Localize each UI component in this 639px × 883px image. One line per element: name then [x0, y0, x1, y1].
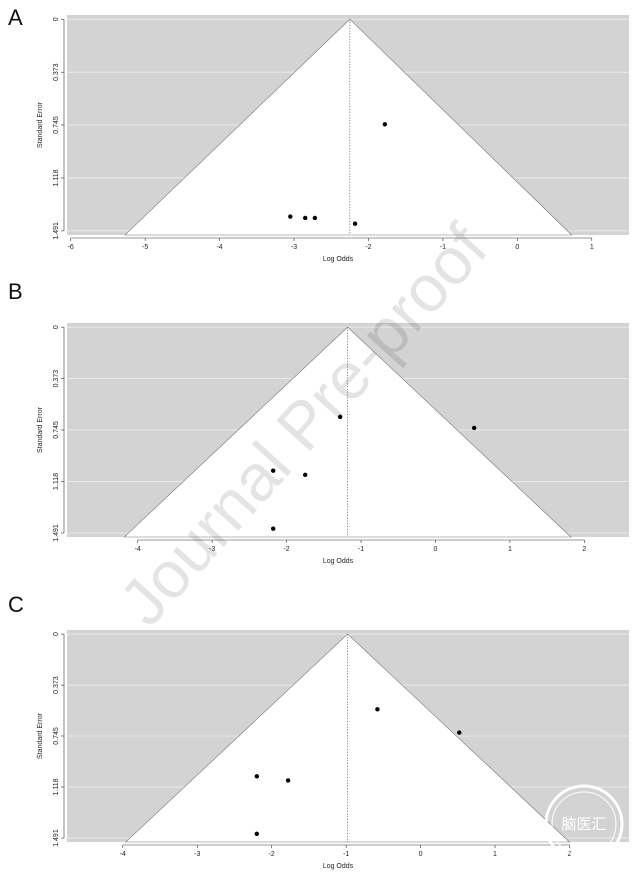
- x-tick-label: -4: [216, 244, 222, 251]
- logo-text: 脑医汇: [561, 815, 606, 833]
- x-tick-label: 2: [567, 851, 571, 858]
- y-tick-label: 0: [53, 632, 60, 636]
- y-tick-label: 1.118: [53, 778, 60, 795]
- x-axis-title: Log Odds: [323, 558, 354, 565]
- funnel-plot-panel-b: B 0 0.373 0.745 1.118 1.491 -4 -3 -2 -1 0 1 2 Log Odd…: [8, 279, 629, 565]
- study-point: [382, 122, 388, 127]
- x-tick-label: 1: [508, 546, 512, 553]
- y-tick-label: 0: [53, 17, 60, 21]
- y-tick-label: 0.373: [53, 370, 60, 388]
- x-tick-label: 2: [582, 546, 586, 553]
- x-tick-label: -3: [291, 244, 297, 251]
- panel-letter: B: [8, 279, 23, 304]
- study-point: [312, 215, 318, 221]
- study-point: [302, 215, 308, 221]
- y-tick-label: 1.118: [53, 169, 60, 186]
- funnel-region: [123, 326, 572, 538]
- y-tick-label: 1.118: [53, 473, 60, 490]
- study-point: [270, 468, 276, 473]
- panel-letter: C: [8, 592, 24, 617]
- x-tick-label: -5: [142, 244, 148, 251]
- y-tick-label: 0.373: [53, 676, 60, 694]
- y-tick-label: 0.745: [53, 421, 60, 439]
- study-point: [254, 831, 260, 836]
- y-tick-label: 0.373: [53, 63, 60, 81]
- study-point: [471, 425, 477, 431]
- x-tick-label: -4: [135, 546, 141, 553]
- y-axis-title: Standard Error: [37, 712, 44, 759]
- y-tick-label: 1.491: [53, 524, 60, 542]
- y-tick-label: 0.745: [53, 116, 60, 134]
- x-tick-label: -2: [365, 244, 371, 251]
- x-axis-title: Log Odds: [323, 256, 354, 263]
- x-tick-label: -1: [343, 851, 349, 858]
- funnel-plot-panel-c: C 0 0.373 0.745 1.118 1.491 -4 -3 -2 -1 0 1 2 Log Odd…: [8, 592, 629, 870]
- panel-letter: A: [8, 5, 23, 30]
- study-point: [254, 774, 260, 779]
- y-tick-label: 0: [53, 325, 60, 329]
- study-point: [285, 778, 291, 783]
- study-point: [288, 214, 293, 219]
- x-tick-label: -2: [283, 546, 289, 553]
- logo-inner-ring: [551, 791, 617, 857]
- y-axis-title: Standard Error: [37, 406, 44, 453]
- x-tick-label: 1: [590, 244, 594, 251]
- funnel-plot-panel-a: A 0 0.373 0.745 1.118 1.491 -6 -5 -4 -3 -2 -1 0 1 Log …: [8, 5, 629, 263]
- x-axis-title: Log Odds: [323, 863, 354, 870]
- y-tick-label: 0.745: [53, 727, 60, 745]
- x-tick-label: -6: [68, 244, 74, 251]
- x-tick-label: 0: [434, 546, 438, 553]
- x-tick-label: -3: [209, 546, 215, 553]
- brand-logo: 脑医汇: [544, 784, 624, 864]
- study-point: [302, 472, 308, 478]
- study-point: [270, 526, 276, 531]
- x-tick-label: 1: [493, 851, 497, 858]
- x-tick-label: -4: [120, 851, 126, 858]
- study-point: [457, 730, 462, 735]
- x-tick-label: 0: [515, 244, 519, 251]
- y-tick-label: 1.491: [53, 829, 60, 847]
- funnel-region: [124, 18, 573, 236]
- x-tick-label: -1: [358, 546, 364, 553]
- x-tick-label: -2: [269, 851, 275, 858]
- x-tick-label: -1: [440, 244, 446, 251]
- study-point: [337, 414, 343, 420]
- study-point: [375, 707, 380, 712]
- x-tick-label: 0: [419, 851, 423, 858]
- x-tick-label: -3: [194, 851, 200, 858]
- logo-ring: [544, 784, 624, 864]
- study-point: [352, 221, 358, 226]
- y-tick-label: 1.491: [53, 222, 60, 240]
- y-axis-title: Standard Error: [37, 101, 44, 148]
